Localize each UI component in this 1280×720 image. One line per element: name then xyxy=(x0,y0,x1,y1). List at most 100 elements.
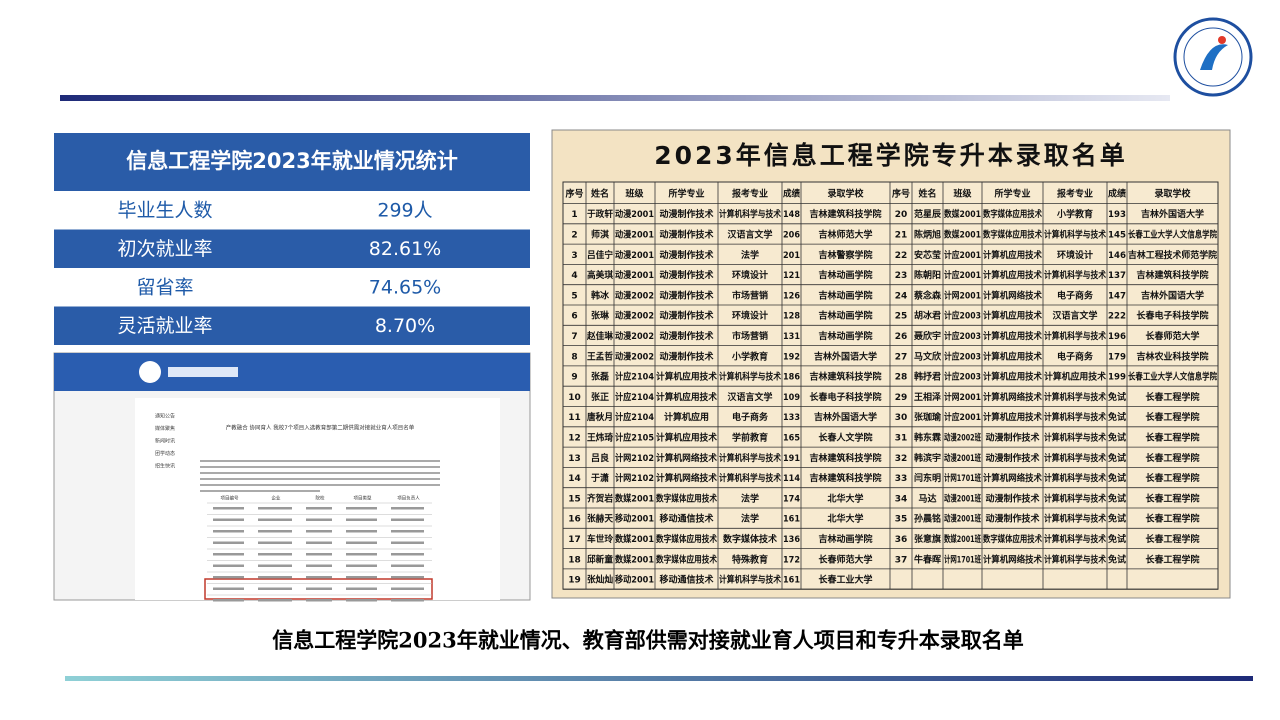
table-cell: 动漫2002班 xyxy=(944,431,981,443)
table-cell: 邱新童 xyxy=(587,553,613,565)
table-cell: 计算机应用技术 xyxy=(983,330,1042,342)
web-cell-text xyxy=(213,564,244,567)
table-cell: 范星辰 xyxy=(914,208,942,220)
table-cell: 动漫制作技术 xyxy=(985,431,1039,443)
table-cell: 长春人文学院 xyxy=(818,431,872,443)
table-cell: 韩抒君 xyxy=(914,371,941,383)
table-cell: 21 xyxy=(895,230,908,240)
table-cell: 20 xyxy=(895,210,908,220)
web-cell-text xyxy=(306,530,332,533)
web-paragraph xyxy=(200,490,320,492)
table-cell: 移动通信技术 xyxy=(659,574,713,586)
table-cell: 吉林动画学院 xyxy=(818,310,872,322)
web-cell-text xyxy=(306,541,332,544)
table-cell: 9 xyxy=(571,373,577,383)
table-cell: 序号 xyxy=(565,187,583,199)
table-cell: 23 xyxy=(895,271,908,281)
table-cell: 吉林建筑科技学院 xyxy=(1136,269,1208,281)
table-cell: 3 xyxy=(571,251,577,261)
table-cell: 1 xyxy=(571,210,577,220)
web-cell-text xyxy=(391,553,424,556)
table-cell: 133 xyxy=(783,413,800,423)
web-cell-text xyxy=(258,599,292,602)
top-rule xyxy=(60,95,1170,101)
table-cell: 胡冰君 xyxy=(914,310,941,322)
table-cell: 韩冰 xyxy=(591,289,610,301)
table-cell: 计算机科学与技术 xyxy=(1044,269,1106,281)
table-cell: 汉语言文学 xyxy=(1052,310,1097,322)
web-cell-text xyxy=(346,564,377,567)
table-cell: 长春工业大学 xyxy=(818,574,872,586)
table-cell: 马达 xyxy=(918,492,936,504)
table-cell: 计算机科学与技术 xyxy=(719,208,781,220)
table-cell: 成绩 xyxy=(783,187,800,199)
web-cell-text xyxy=(391,518,424,521)
table-cell: 吕良 xyxy=(591,452,609,464)
table-cell: 吉林警察学院 xyxy=(818,249,872,261)
web-paragraph xyxy=(200,484,440,486)
stats-title: 信息工程学院2023年就业情况统计 xyxy=(126,149,457,173)
table-cell: 29 xyxy=(895,393,908,403)
table-cell: 161 xyxy=(783,515,800,525)
table-cell: 计算机科学与技术 xyxy=(719,472,781,484)
web-cell-text xyxy=(346,599,377,602)
table-cell: 计算机应用 xyxy=(664,411,709,423)
table-cell: 18 xyxy=(568,555,581,565)
table-cell: 高美琪 xyxy=(587,269,613,281)
table-cell: 计应2001 xyxy=(944,411,981,423)
table-cell: 动漫2001 xyxy=(615,208,654,220)
stats-label: 毕业生人数 xyxy=(117,200,212,222)
table-cell: 姓名 xyxy=(590,187,609,199)
table-cell: 计算机科学与技术 xyxy=(1044,228,1106,240)
table-cell: 法学 xyxy=(741,492,759,504)
table-cell: 动漫制作技术 xyxy=(659,228,713,240)
table-cell: 计算机科学与技术 xyxy=(1044,533,1106,545)
table-cell: 计算机科学与技术 xyxy=(719,574,781,586)
table-cell: 动漫2002 xyxy=(615,289,654,301)
table-cell: 15 xyxy=(568,494,581,504)
table-cell: 马文欣 xyxy=(914,350,942,362)
table-cell: 长春工程学院 xyxy=(1145,513,1199,525)
table-cell: 5 xyxy=(571,291,577,301)
table-cell: 于政轩 xyxy=(587,208,613,220)
table-cell: 计应2003 xyxy=(944,371,981,383)
table-cell: 计应2001 xyxy=(944,269,981,281)
web-cell-text xyxy=(213,587,244,590)
table-cell: 13 xyxy=(568,454,581,464)
table-cell: 数媒2001 xyxy=(615,553,654,565)
table-cell: 免试 xyxy=(1108,492,1126,504)
table-cell: 动漫2001 xyxy=(615,269,654,281)
web-cell-text xyxy=(213,507,244,510)
table-cell: 数媒2001班 xyxy=(944,533,981,545)
table-cell: 计应2104 xyxy=(615,371,654,383)
table-cell: 计网2102 xyxy=(615,452,654,464)
table-cell: 张赫天 xyxy=(587,513,614,525)
table-cell: 数字媒体应用技术 xyxy=(983,533,1042,545)
web-col: 企业 xyxy=(272,495,281,502)
table-cell: 闫东明 xyxy=(914,472,941,484)
table-cell: 免试 xyxy=(1108,553,1126,565)
table-cell: 计网2001 xyxy=(944,391,981,403)
table-cell: 蔡念森 xyxy=(913,289,942,301)
table-cell: 7 xyxy=(571,332,577,342)
web-cell-text xyxy=(346,518,377,521)
table-cell: 吕佳宁 xyxy=(587,249,613,261)
table-cell: 长春工程学院 xyxy=(1145,472,1199,484)
table-cell: 145 xyxy=(1108,230,1126,240)
table-cell: 张意旗 xyxy=(914,533,941,545)
table-cell: 动漫2002 xyxy=(615,310,654,322)
table-cell: 计算机科学与技术 xyxy=(1044,452,1106,464)
table-bg xyxy=(562,181,1219,590)
table-cell: 131 xyxy=(783,332,800,342)
web-paragraph xyxy=(200,478,440,480)
table-cell: 动漫制作技术 xyxy=(985,452,1039,464)
table-cell: 长春电子科技学院 xyxy=(1136,310,1208,322)
web-paragraph xyxy=(200,472,440,474)
web-cell-text xyxy=(258,507,292,510)
table-cell: 牛春晖 xyxy=(914,553,941,565)
table-cell: 128 xyxy=(783,312,800,322)
table-cell: 吉林建筑科技学院 xyxy=(809,208,881,220)
table-cell: 动漫制作技术 xyxy=(659,289,713,301)
table-cell: 计网2102 xyxy=(615,472,654,484)
table-cell: 所学专业 xyxy=(994,187,1030,199)
